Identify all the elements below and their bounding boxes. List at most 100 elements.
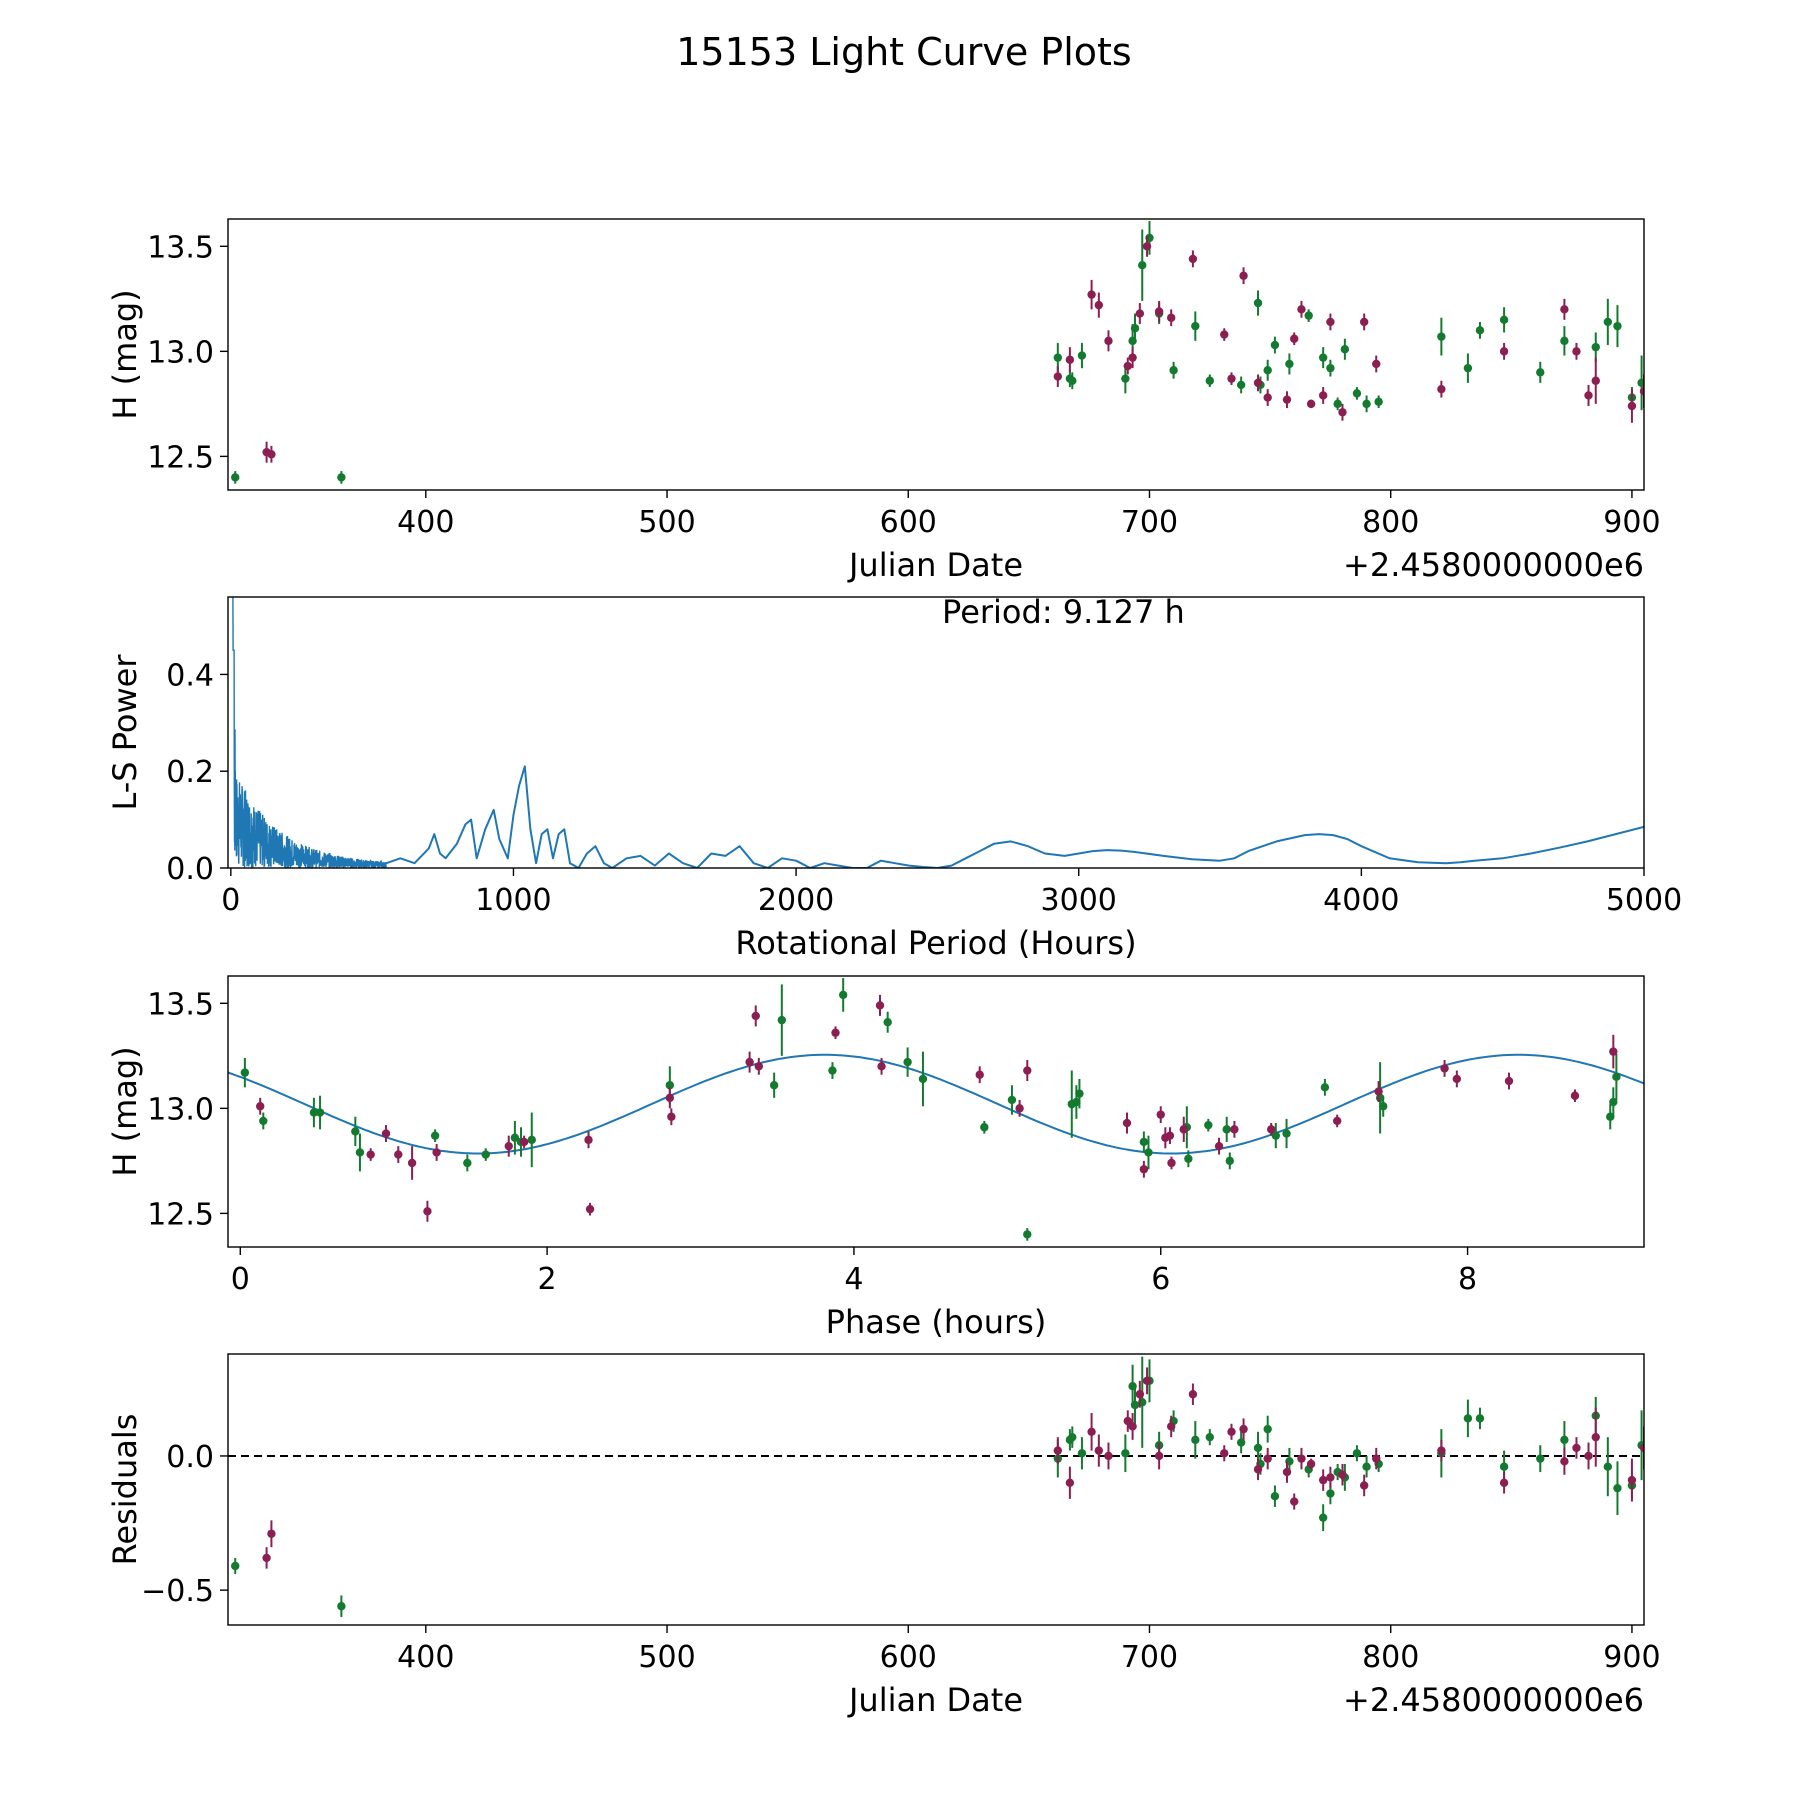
- data-point: [1142, 242, 1152, 251]
- data-point: [1499, 315, 1509, 325]
- y-tick-label: 13.5: [147, 230, 214, 265]
- data-point: [1285, 359, 1294, 369]
- data-point: [665, 1093, 675, 1103]
- data-point: [1166, 313, 1176, 322]
- data-point: [1128, 1422, 1137, 1431]
- data-point: [267, 450, 276, 459]
- x-tick-label: 400: [397, 505, 454, 540]
- x-tick-label: 0: [221, 883, 240, 918]
- y-tick-label: 13.0: [147, 1092, 214, 1127]
- data-point: [1609, 1047, 1618, 1056]
- data-point: [1627, 1475, 1637, 1485]
- data-point: [1139, 1165, 1149, 1174]
- panel-periodogram: 0 1000 2000 3000 4000 5000 0.0 0.2 0.4 Rotational…: [106, 593, 1682, 962]
- data-point: [1267, 1125, 1276, 1134]
- data-point: [1499, 347, 1509, 356]
- data-point: [777, 1015, 787, 1025]
- data-point: [1138, 261, 1147, 270]
- data-point: [1270, 340, 1280, 350]
- data-point: [1318, 1475, 1328, 1485]
- data-point: [527, 1135, 536, 1145]
- data-point: [1104, 1451, 1113, 1461]
- y-tick-label: 13.0: [147, 335, 214, 370]
- data-point: [745, 1057, 754, 1067]
- data-point: [1463, 1414, 1473, 1423]
- power-line: [385, 765, 1644, 868]
- data-point: [1306, 1459, 1316, 1469]
- x-tick-label: 6: [1151, 1262, 1170, 1297]
- data-point: [1282, 395, 1292, 404]
- data-point: [1437, 1446, 1446, 1455]
- data-point: [1130, 324, 1140, 333]
- data-point: [1333, 399, 1342, 409]
- data-point: [1077, 351, 1087, 360]
- data-point: [231, 473, 240, 482]
- panel-lightcurve: 400 500 600 700 800 900 12.5 13.0 13.5 Julian Dat…: [106, 218, 1661, 584]
- data-point: [1184, 1154, 1193, 1163]
- data-point: [259, 1116, 268, 1126]
- data-point: [1362, 1462, 1371, 1471]
- data-point: [1282, 1129, 1291, 1138]
- data-point: [355, 1148, 365, 1157]
- data-point: [1068, 376, 1077, 385]
- y-axis-label: H (mag): [106, 289, 144, 419]
- data-point: [665, 1081, 675, 1090]
- data-point: [667, 1112, 676, 1121]
- data-point: [1318, 353, 1328, 362]
- data-point: [519, 1137, 529, 1147]
- x-tick-label: 900: [1603, 1640, 1660, 1675]
- x-tick-label: 8: [1458, 1262, 1477, 1297]
- data-point: [309, 1108, 319, 1117]
- y-axis-label: L-S Power: [106, 654, 144, 811]
- data-point: [1087, 290, 1096, 299]
- data-point: [1135, 1390, 1145, 1399]
- x-tick-label: 1000: [475, 883, 551, 918]
- data-point: [1282, 1467, 1292, 1477]
- data-point: [877, 1062, 886, 1071]
- data-point: [975, 1070, 984, 1079]
- data-point: [1338, 1470, 1347, 1479]
- y-tick-label: 12.5: [147, 1197, 214, 1232]
- data-point: [1188, 254, 1198, 264]
- data-point: [463, 1158, 472, 1168]
- data-point: [584, 1135, 593, 1145]
- data-point: [1015, 1104, 1024, 1113]
- data-point: [1560, 336, 1569, 346]
- data-point: [1463, 363, 1473, 373]
- x-tick-label: 700: [1121, 1640, 1178, 1675]
- x-tick-label: 600: [880, 505, 937, 540]
- data-point: [1352, 1449, 1362, 1458]
- data-point: [1123, 361, 1132, 371]
- data-point: [1263, 366, 1272, 375]
- data-point: [1290, 334, 1299, 343]
- data-point: [423, 1207, 432, 1216]
- data-point: [1135, 309, 1145, 318]
- data-point: [1239, 271, 1248, 280]
- data-point: [1104, 336, 1113, 346]
- data-point: [1362, 399, 1371, 409]
- data-point: [1128, 353, 1137, 362]
- data-point: [1297, 305, 1306, 314]
- data-point: [1239, 1424, 1248, 1434]
- data-point: [1023, 1066, 1032, 1075]
- data-point: [1560, 305, 1569, 314]
- y-tick-label: 0.0: [166, 852, 214, 887]
- data-point: [1612, 1072, 1621, 1082]
- data-point: [231, 1561, 240, 1571]
- x-offset-label: +2.4580000000e6: [1343, 546, 1644, 584]
- data-point: [1352, 389, 1362, 398]
- data-point: [337, 1602, 346, 1611]
- data-point: [1121, 1449, 1130, 1458]
- data-point: [1584, 1451, 1593, 1461]
- data-point: [315, 1108, 325, 1117]
- data-point: [1318, 1513, 1328, 1522]
- data-point: [1065, 1478, 1075, 1487]
- data-point: [394, 1150, 403, 1159]
- x-tick-label: 800: [1362, 505, 1419, 540]
- data-point: [1166, 1422, 1176, 1431]
- data-point: [1504, 1076, 1514, 1086]
- data-point: [240, 1068, 250, 1077]
- data-point: [1613, 321, 1622, 331]
- data-point: [1263, 1454, 1272, 1463]
- data-point: [883, 1018, 892, 1027]
